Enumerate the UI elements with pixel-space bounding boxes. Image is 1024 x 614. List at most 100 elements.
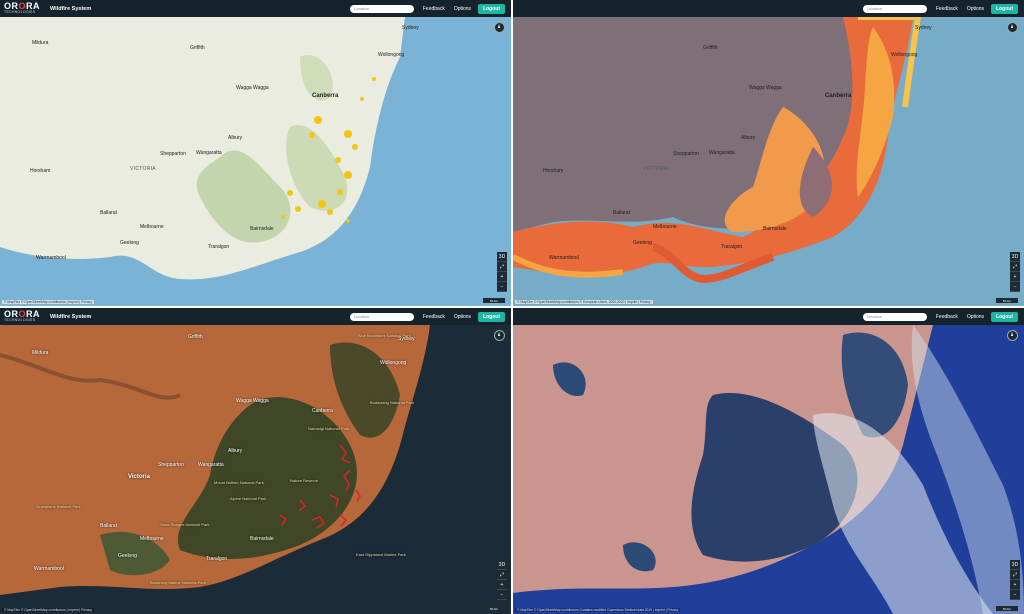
map-attribution[interactable]: © MapTiler © OpenStreetMap contributors … (2, 300, 94, 304)
city-label-ballarat: Ballarat (613, 210, 630, 216)
map-attribution[interactable]: © MapTiler © OpenStreetMap contributors … (2, 608, 94, 612)
park-label-east-gippsland: East Gippsland Marine Park (356, 552, 406, 557)
app-title: Wildfire System (50, 313, 92, 320)
options-link[interactable]: Options (966, 313, 985, 320)
park-label-yarra: Yarra Ranges National Park (160, 522, 210, 527)
zoom-in-button[interactable]: + (1010, 272, 1020, 282)
city-label-wangaratta: Wangaratta (196, 150, 222, 156)
city-label-mildura: Mildura (32, 40, 49, 46)
compass-icon[interactable] (1007, 330, 1018, 341)
map-attribution[interactable]: © MapTiler © OpenStreetMap contributors … (515, 300, 653, 304)
logout-button[interactable]: Logout (991, 3, 1018, 14)
region-label-victoria: VICTORIA (130, 166, 156, 172)
city-label-ballarat: Ballarat (100, 210, 117, 216)
map-canvas[interactable] (513, 325, 1024, 614)
city-label-ballarat: Ballarat (100, 523, 117, 529)
orora-logo[interactable]: ORORA TECHNOLOGIES (4, 1, 41, 15)
map-canvas[interactable] (0, 325, 511, 614)
top-bar: Feedback Options Logout (513, 0, 1024, 17)
top-bar: Feedback Options Logout (513, 308, 1024, 325)
city-label-traralgon: Traralgon (721, 244, 743, 250)
compass-icon[interactable] (494, 330, 505, 341)
map-canvas[interactable] (0, 17, 511, 306)
options-link[interactable]: Options (453, 313, 472, 320)
feedback-link[interactable]: Feedback (935, 5, 958, 12)
city-label-sydney: Sydney (398, 336, 415, 342)
city-label-melbourne: Melbourne (140, 224, 164, 230)
fullscreen-icon[interactable]: ⤢ (497, 262, 507, 272)
zoom-out-button[interactable]: − (497, 282, 507, 292)
map-canvas[interactable] (513, 17, 1024, 306)
options-link[interactable]: Options (453, 5, 472, 12)
zoom-in-button[interactable]: + (497, 580, 507, 590)
city-label-mildura: Mildura (32, 350, 49, 356)
top-bar: ORORA TECHNOLOGIES Wildfire System Feedb… (0, 308, 511, 325)
top-bar: ORORA TECHNOLOGIES Wildfire System Feedb… (0, 0, 511, 17)
location-search-input[interactable] (862, 312, 927, 321)
feedback-link[interactable]: Feedback (422, 313, 445, 320)
3d-toggle-button[interactable]: 3D (1010, 560, 1020, 570)
3d-toggle-button[interactable]: 3D (497, 252, 507, 262)
city-label-horsham: Horsham (30, 168, 51, 174)
city-label-shepparton: Shepparton (673, 151, 699, 157)
city-label-geelong: Geelong (633, 240, 652, 246)
options-link[interactable]: Options (966, 5, 985, 12)
feedback-link[interactable]: Feedback (935, 313, 958, 320)
map-panel-sentinel: Feedback Options Logout 3D ⤢ + − © MapTi… (513, 308, 1024, 614)
location-search-input[interactable] (862, 4, 927, 13)
scale-bar: 50 km (483, 606, 505, 611)
city-label-traralgon: Traralgon (208, 244, 230, 250)
compass-icon[interactable] (1007, 22, 1018, 33)
location-search-input[interactable] (349, 4, 414, 13)
fullscreen-icon[interactable]: ⤢ (1010, 570, 1020, 580)
city-label-canberra: Canberra (312, 93, 339, 99)
compass-icon[interactable] (494, 22, 505, 33)
map-panel-streets: ORORA TECHNOLOGIES Wildfire System Feedb… (0, 0, 511, 306)
map-controls: 3D ⤢ + − (497, 252, 507, 292)
scale-bar: 50 km (483, 298, 505, 303)
city-label-bairnsdale: Bairnsdale (763, 226, 787, 232)
orora-logo[interactable]: ORORA TECHNOLOGIES (4, 309, 41, 323)
3d-toggle-button[interactable]: 3D (1010, 252, 1020, 262)
fullscreen-icon[interactable]: ⤢ (497, 570, 507, 580)
city-label-wollongong: Wollongong (380, 360, 407, 366)
region-label-victoria: Victoria (128, 474, 150, 480)
park-label-blue-mountains: Blue Mountains National Park (358, 333, 411, 338)
city-label-bairnsdale: Bairnsdale (250, 226, 274, 232)
city-label-wagga: Wagga Wagga (749, 85, 782, 91)
city-label-melbourne: Melbourne (140, 536, 164, 542)
city-label-albury: Albury (228, 135, 243, 141)
city-label-wollongong: Wollongong (891, 52, 918, 58)
fullscreen-icon[interactable]: ⤢ (1010, 262, 1020, 272)
3d-toggle-button[interactable]: 3D (497, 560, 507, 570)
zoom-in-button[interactable]: + (497, 272, 507, 282)
location-search-input[interactable] (349, 312, 414, 321)
logout-button[interactable]: Logout (478, 3, 505, 14)
city-label-bairnsdale: Bairnsdale (250, 536, 274, 542)
logout-button[interactable]: Logout (478, 311, 505, 322)
city-label-geelong: Geelong (118, 553, 137, 559)
park-label-nature-reserve: Nature Reserve (290, 478, 319, 483)
feedback-link[interactable]: Feedback (422, 5, 445, 12)
city-label-canberra: Canberra (825, 93, 852, 99)
zoom-out-button[interactable]: − (1010, 282, 1020, 292)
logout-button[interactable]: Logout (991, 311, 1018, 322)
map-controls: 3D ⤢ + − (1010, 252, 1020, 292)
zoom-out-button[interactable]: − (497, 590, 507, 600)
city-label-shepparton: Shepparton (158, 462, 184, 468)
city-label-griffith: Griffith (703, 45, 718, 51)
zoom-out-button[interactable]: − (1010, 590, 1020, 600)
zoom-in-button[interactable]: + (1010, 580, 1020, 590)
park-label-alpine: Alpine National Park (230, 496, 267, 501)
map-controls: 3D ⤢ + − (497, 560, 507, 600)
city-label-warrnambool: Warrnambool (36, 255, 66, 261)
map-panel-fire-danger: Feedback Options Logout 3D ⤢ + − © (513, 0, 1024, 306)
city-label-geelong: Geelong (120, 240, 139, 246)
city-label-canberra: Canberra (312, 408, 333, 414)
region-label-victoria: VICTORIA (643, 166, 669, 172)
map-attribution[interactable]: © MapTiler © OpenStreetMap contributors … (515, 608, 681, 612)
map-controls: 3D ⤢ + − (1010, 560, 1020, 600)
city-label-shepparton: Shepparton (160, 151, 186, 157)
city-label-warrnambool: Warrnambool (549, 255, 579, 261)
